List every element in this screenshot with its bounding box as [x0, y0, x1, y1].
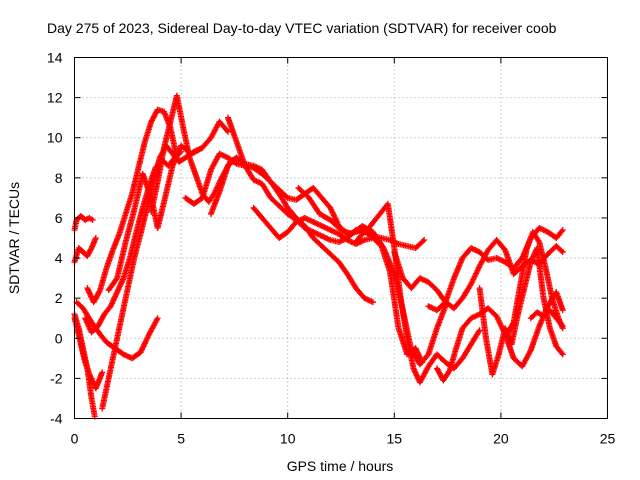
data-point: [369, 299, 376, 306]
data-point: [87, 246, 94, 253]
series-track-2: [71, 235, 99, 266]
y-tick-label: 12: [47, 90, 63, 106]
series-track-15: [295, 184, 449, 368]
data-point: [558, 321, 565, 328]
data-point: [558, 247, 565, 254]
data-point: [558, 349, 565, 356]
data-point: [154, 315, 161, 322]
x-tick-label: 0: [71, 431, 79, 447]
x-tick-label: 15: [387, 431, 403, 447]
y-tick-label: 4: [55, 250, 63, 266]
data-point: [559, 226, 566, 233]
y-tick-label: 2: [55, 290, 63, 306]
series-track-9: [105, 118, 232, 294]
y-tick-label: 8: [55, 170, 63, 186]
x-tick-label: 25: [600, 431, 616, 447]
y-axis-label: SDTVAR / TECUs: [6, 182, 22, 294]
data-point: [559, 249, 566, 256]
data-point: [559, 323, 566, 330]
data-points: [71, 92, 566, 420]
data-point: [559, 351, 566, 358]
data-point: [96, 288, 103, 295]
series-track-6: [84, 106, 180, 306]
y-tick-label: 14: [47, 50, 63, 66]
y-tick-label: 10: [47, 130, 63, 146]
series-track-18: [425, 224, 566, 314]
data-point: [509, 320, 516, 327]
plot-frame: [74, 57, 608, 419]
data-point: [89, 216, 96, 223]
y-tick-label: -4: [50, 411, 63, 427]
grid-lines: [74, 57, 608, 419]
data-point: [419, 238, 426, 245]
series-track-22: [527, 307, 566, 330]
data-point: [92, 235, 99, 241]
data-point: [99, 369, 106, 376]
x-tick-label: 10: [280, 431, 296, 447]
x-tick-label: 5: [177, 431, 185, 447]
data-point: [476, 327, 483, 334]
series-track-1: [71, 212, 96, 233]
y-tick-label: 0: [55, 330, 63, 346]
data-point: [559, 307, 566, 314]
axis-ticks: 0 5 10 15 20 25 -4 -2 0 2 4 6 8 10 12 14: [47, 50, 616, 447]
data-point: [421, 237, 428, 244]
x-tick-label: 20: [493, 431, 509, 447]
chart-title: Day 275 of 2023, Sidereal Day-to-day VTE…: [47, 20, 557, 36]
y-tick-label: 6: [55, 210, 63, 226]
data-point: [223, 127, 230, 134]
data-point: [558, 228, 565, 235]
data-point: [113, 276, 120, 283]
x-axis-label: GPS time / hours: [287, 458, 394, 474]
y-tick-label: -2: [50, 370, 63, 386]
